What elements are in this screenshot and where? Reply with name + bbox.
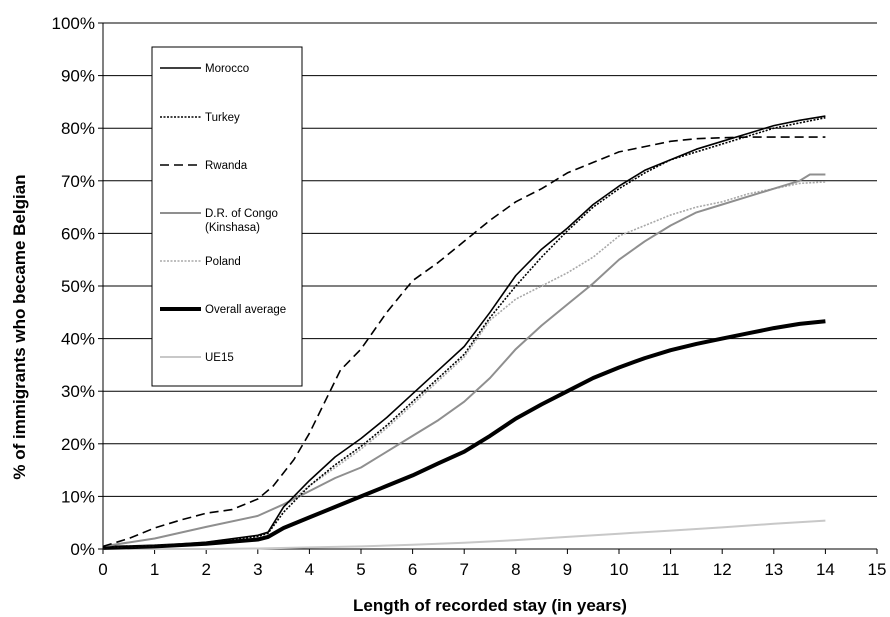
x-tick-label: 7 xyxy=(459,560,468,579)
x-tick-label: 12 xyxy=(713,560,732,579)
legend-box xyxy=(151,46,303,387)
x-tick-label: 10 xyxy=(610,560,629,579)
legend-label-rwanda: Rwanda xyxy=(205,160,248,172)
y-axis-title: % of immigrants who became Belgian xyxy=(10,174,29,479)
x-tick-label: 11 xyxy=(662,560,680,579)
x-tick-label: 4 xyxy=(305,560,314,579)
series-line-morocco xyxy=(102,115,826,549)
legend-label-d-r-of-congo-kinshasa: D.R. of Congo (Kinshasa) xyxy=(205,208,278,234)
legend-label-turkey: Turkey xyxy=(205,112,240,124)
x-tick-label: 8 xyxy=(511,560,520,579)
x-tick-label: 1 xyxy=(150,560,159,579)
legend-label-overall-average: Overall average xyxy=(205,304,286,316)
x-axis-ticks: 0 1 2 3 4 5 6 7 8 9 10 11 12 13 14 15 xyxy=(98,549,886,579)
series-line-rwanda xyxy=(102,136,826,548)
y-tick-label: 80% xyxy=(61,119,95,138)
y-tick-label: 30% xyxy=(61,382,95,401)
legend-label-poland: Poland xyxy=(205,256,241,268)
x-tick-label: 3 xyxy=(253,560,262,579)
x-tick-label: 13 xyxy=(764,560,783,579)
legend: Morocco Turkey Rwanda D.R. of Congo (Kinshas… xyxy=(151,46,303,387)
x-tick-label: 2 xyxy=(201,560,210,579)
y-tick-label: 100% xyxy=(52,14,95,33)
y-tick-label: 10% xyxy=(61,487,95,506)
y-tick-label: 20% xyxy=(61,435,95,454)
x-tick-label: 14 xyxy=(816,560,835,579)
x-tick-label: 6 xyxy=(408,560,417,579)
x-axis-title: Length of recorded stay (in years) xyxy=(353,596,627,615)
y-tick-label: 90% xyxy=(61,67,95,86)
y-tick-label: 60% xyxy=(61,224,95,243)
series-line-overall-average xyxy=(102,319,826,550)
y-axis-ticks: 0% 10% 20% 30% 40% 50% 60% 70% 80% 90% 100% xyxy=(52,14,103,559)
y-tick-label: 0% xyxy=(70,540,95,559)
legend-label-ue15: UE15 xyxy=(205,352,234,364)
legend-label-morocco: Morocco xyxy=(205,63,249,75)
y-tick-label: 70% xyxy=(61,172,95,191)
x-tick-label: 9 xyxy=(563,560,572,579)
y-tick-label: 50% xyxy=(61,277,95,296)
y-tick-label: 40% xyxy=(61,330,95,349)
series-line-ue15 xyxy=(103,519,826,550)
series-line-turkey xyxy=(102,116,826,549)
x-tick-label: 5 xyxy=(356,560,365,579)
x-tick-label: 15 xyxy=(868,560,887,579)
series-lines xyxy=(102,115,826,550)
series-line-d-r-of-congo-kinshasa xyxy=(102,173,826,548)
x-tick-label: 0 xyxy=(98,560,107,579)
